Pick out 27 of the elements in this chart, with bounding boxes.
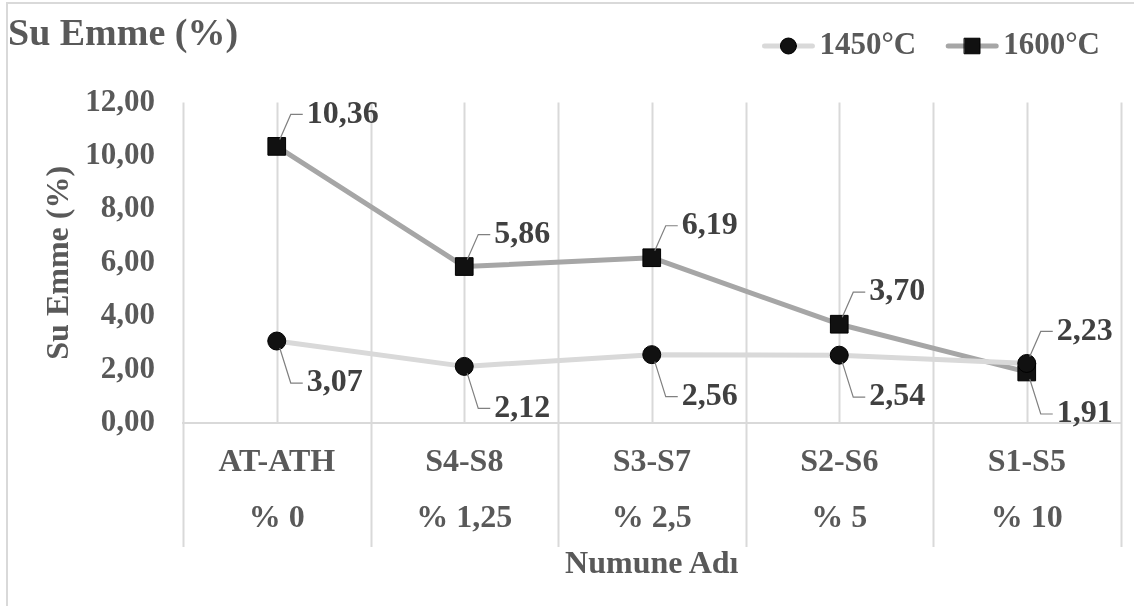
x-tick-label: S2-S6 % 5 [800, 442, 879, 535]
y-tick-label: 0,00 [100, 403, 155, 439]
data-label: 2,56 [681, 375, 738, 412]
y-tick-label: 12,00 [85, 82, 155, 118]
data-label: 10,36 [306, 93, 379, 130]
x-tick-label: S1-S5 % 10 [987, 442, 1066, 535]
legend-label: 1600°C [1003, 26, 1101, 62]
y-tick-label: 6,00 [100, 242, 155, 278]
data-label: 6,19 [681, 204, 738, 241]
y-tick-label: 10,00 [85, 136, 155, 172]
x-tick-label: S3-S7 % 2,5 [611, 442, 692, 535]
data-label: 5,86 [494, 213, 551, 250]
data-label: 2,12 [494, 387, 551, 424]
x-axis-title: Numune Adı [565, 544, 739, 581]
legend-label: 1450°C [819, 26, 917, 62]
chart-title: Su Emme (%) [8, 10, 239, 54]
x-tick-label: AT-ATH % 0 [218, 442, 336, 535]
y-tick-label: 8,00 [100, 189, 155, 225]
data-label: 2,54 [869, 376, 926, 413]
data-label: 1,91 [1056, 393, 1113, 430]
data-label: 3,07 [306, 362, 363, 399]
y-tick-label: 2,00 [100, 349, 155, 385]
data-label: 2,23 [1056, 310, 1113, 347]
data-label: 3,70 [869, 271, 926, 308]
x-tick-label: S4-S8 % 1,25 [416, 442, 513, 535]
y-tick-label: 4,00 [100, 296, 155, 332]
y-axis-title: Su Emme (%) [39, 165, 76, 360]
